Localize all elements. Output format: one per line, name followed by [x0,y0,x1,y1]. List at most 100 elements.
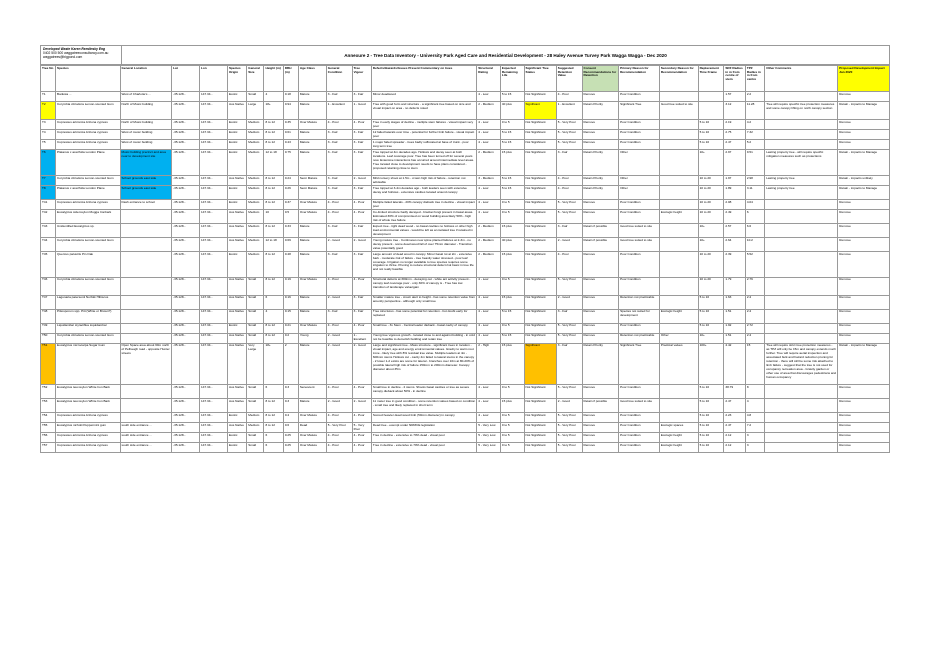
cell-other [764,91,839,103]
cell-r1: Other [618,149,660,177]
cell-cond: 3 - Fair [325,149,353,177]
cell-vig: 2 - Good [351,175,372,187]
cell-other [764,199,839,211]
cell-time: 100+ [697,342,725,386]
cell-ret: 4 - Poor [555,175,583,187]
cell-age: Mature [297,129,327,141]
cell-size: Small [246,322,265,334]
cell-rec: Retain if possible [581,223,620,239]
cell-loc: West of Charlotte's ... [119,91,173,103]
cell-h: 18+ [263,342,284,386]
cell-other [764,384,839,400]
cell-life: 0 to 5 [499,276,525,296]
cell-loc: Dash entrance to school [119,199,173,211]
cell-other [764,432,839,444]
cell-dbh: 0.18 [282,91,299,103]
cell-h: 12 to 18 [263,149,284,177]
cell-time: 5 to 10 [697,442,725,454]
cell-r2 [658,129,699,141]
cell-origin: Aus Native [226,342,248,386]
cell-loc [119,276,173,296]
cell-cond: 4 - Poor [325,119,353,131]
cell-rec: Retain Priority [581,342,620,386]
cell-lon: 147.34... [199,91,228,103]
cell-tpz: 2.72 [744,322,766,334]
cell-impact: Remove [837,384,890,400]
cell-tpz: 2.98 [744,175,766,187]
cell-life: 15 plus [499,342,525,386]
cell-ret: 5 - Very Poor [555,209,583,225]
cell-notes: Young mature tree - Continuous new spine… [370,237,478,253]
cell-ret: 5 - Very Poor [555,332,583,344]
cell-struct: 4 - Low [476,185,501,201]
cell-lon: 147.34... [199,237,228,253]
cell-no: T54 [39,412,57,424]
cell-r2: Ecologic spaces [658,422,699,434]
cell-other [764,119,839,131]
cell-sig: Not Significant [523,223,557,239]
cell-struct: 5 - Very Low [476,442,501,454]
cell-size: Small [246,442,265,454]
cell-size: Small [246,91,265,103]
cell-r2 [658,398,699,414]
cell-dbh: 0.6 [282,422,299,434]
cell-life: 5 to 15 [499,129,525,141]
cell-tpz: 3 [744,442,766,454]
cell-r1: Poor Condition [618,276,660,296]
cell-lat: -35.128... [171,432,201,444]
cell-other [764,422,839,434]
cell-life: 5 to 15 [499,332,525,344]
cell-sig: Not Significant [523,332,557,344]
cell-species: Liquidambar styraciflua Liquidambar [55,322,121,334]
cell-sig: Not Significant [523,175,557,187]
cell-life: 0 to 5 [499,119,525,131]
cell-lon: 147.34... [199,442,228,454]
cell-struct: 2 - Medium [476,251,501,278]
cell-loc: south side entrance ... [119,422,173,434]
cell-rec: Remove [581,139,620,151]
column-header: Expected Remaining Life [499,64,525,93]
cell-notes: Small tree in decline - 2 stems. Shoots … [370,384,478,400]
cell-loc: North of Music building [119,101,173,121]
cell-vig: 4 - Poor [351,384,372,400]
cell-srz: 3.12 [723,101,746,121]
cell-vig: 1 - Excellent [351,332,372,344]
cell-srz: 2.64 [723,237,746,253]
cell-lat: -35.128... [171,139,201,151]
cell-no: T46 [39,276,57,296]
cell-h: 8 to 12 [263,422,284,434]
cell-age: Semi Mature [297,175,327,187]
cell-time [697,101,725,121]
cell-rec: Remove [581,129,620,141]
cell-cond: 4 - Poor [325,209,353,225]
cell-tpz: 6 [744,209,766,225]
cell-r1: Species not suited for development [618,308,660,324]
cell-srz: 2.57 [723,223,746,239]
cell-species: Quercus palustris Pin Oak [55,251,121,278]
column-header: General Size [246,64,265,93]
cell-species: Cupressus arizonica Arizona cypress [55,432,121,444]
cell-origin: Exotic [226,251,248,278]
cell-lat: -35.128... [171,384,201,400]
cell-no: T48 [39,308,57,324]
cell-time: 5 to 10 [697,119,725,131]
cell-struct: 5 - Very Low [476,422,501,434]
cell-lon: 147.34... [199,294,228,310]
cell-impact: Retain - impacts unlikely [837,175,890,187]
cell-srz: 2.47 [723,398,746,414]
cell-loc [119,251,173,278]
cell-species: Corymbia citriodora Lemon-scented Gum [55,332,121,344]
cell-species: Cupressus arizonica Arizona cypress [55,139,121,151]
cell-loc: School grounds east side [119,185,173,201]
cell-size: Medium [246,223,265,239]
cell-struct: 5 - Very Low [476,432,501,444]
cell-origin: Aus Native [226,175,248,187]
cell-notes: 11 meter tree in good condition - some r… [370,398,478,414]
cell-notes: Co-limited structure badly decayed - bra… [370,209,478,225]
cell-no: T47 [39,294,57,310]
cell-origin: Exotic [226,149,248,177]
cell-sig: Not Significant [523,322,557,334]
cell-lon: 147.34... [199,251,228,278]
cell-ret: 1 - Excellent [555,101,583,121]
cell-loc: Open Space area about 60m north of Pelha… [119,342,173,386]
